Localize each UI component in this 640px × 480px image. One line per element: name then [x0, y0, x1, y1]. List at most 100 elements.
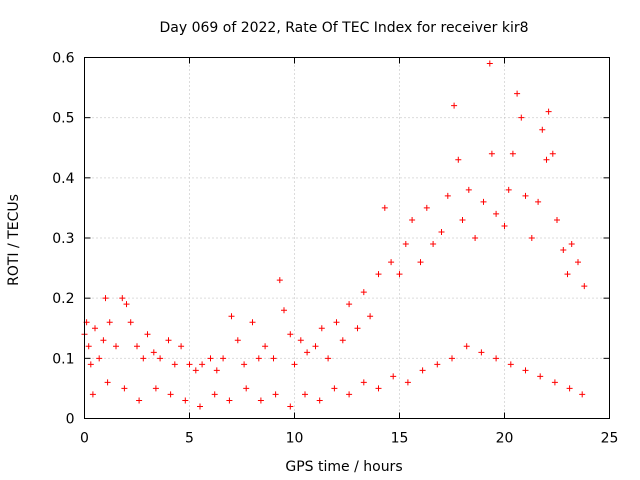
data-point	[346, 301, 353, 308]
data-point	[270, 355, 277, 362]
y-tick-label: 0.6	[52, 51, 74, 67]
data-point	[123, 301, 130, 308]
data-point	[518, 114, 525, 121]
data-point	[423, 204, 430, 211]
data-point	[537, 373, 544, 380]
data-point	[333, 319, 340, 326]
data-point	[182, 397, 189, 404]
data-point	[430, 241, 437, 248]
data-point	[291, 361, 298, 368]
data-point	[451, 102, 458, 109]
data-point	[287, 331, 294, 338]
data-point	[564, 271, 571, 278]
y-tick-label: 0	[66, 412, 75, 428]
data-point	[331, 385, 338, 392]
data-point	[434, 361, 441, 368]
data-point	[480, 198, 487, 205]
data-point	[186, 361, 193, 368]
x-tick-label: 0	[80, 431, 89, 447]
x-axis-label: GPS time / hours	[285, 459, 402, 475]
data-point	[140, 355, 147, 362]
data-point	[281, 307, 287, 314]
data-point	[581, 283, 588, 290]
data-point	[297, 337, 304, 344]
data-point	[276, 277, 283, 284]
data-point	[438, 228, 445, 235]
data-point	[417, 259, 424, 266]
data-point	[354, 325, 361, 332]
data-point	[409, 216, 416, 223]
data-point	[545, 108, 552, 115]
data-point	[243, 385, 250, 392]
data-point	[367, 313, 374, 320]
data-point	[339, 337, 346, 344]
data-point	[535, 198, 542, 205]
x-tick-label: 20	[496, 431, 514, 447]
data-point	[255, 355, 262, 362]
y-tick-label: 0.1	[52, 351, 74, 367]
data-point	[127, 319, 134, 326]
data-point	[375, 385, 382, 392]
axis-ticks: 0 5 10 15 20 25 0 0.1 0.2 0.3 0.4 0.5 0.6	[52, 51, 618, 447]
data-point	[449, 355, 455, 362]
data-point	[316, 397, 323, 404]
data-point	[234, 337, 241, 344]
data-point	[575, 259, 581, 266]
y-tick-label: 0.2	[52, 291, 74, 307]
data-point	[566, 385, 573, 392]
data-point	[514, 90, 521, 97]
y-tick-label: 0.5	[52, 111, 74, 127]
data-point	[539, 126, 546, 133]
data-point	[87, 361, 94, 368]
data-point	[136, 397, 143, 404]
data-point	[551, 379, 558, 386]
data-point	[197, 403, 203, 410]
data-point	[463, 343, 470, 350]
data-point	[89, 391, 96, 398]
data-point	[302, 391, 308, 398]
data-point	[488, 150, 495, 157]
data-point	[381, 204, 388, 211]
grid	[84, 57, 610, 419]
chart-title: Day 069 of 2022, Rate Of TEC Index for r…	[159, 20, 528, 36]
data-point	[501, 222, 508, 229]
data-point	[249, 319, 256, 326]
y-tick-label: 0.3	[52, 231, 74, 247]
data-point	[241, 361, 248, 368]
data-point	[102, 295, 109, 302]
data-point	[388, 259, 395, 266]
data-point	[150, 349, 157, 356]
data-point	[444, 192, 451, 199]
data-point	[85, 343, 92, 350]
data-point	[220, 355, 227, 362]
data-point	[213, 367, 220, 374]
data-point	[579, 391, 586, 398]
data-point	[346, 391, 353, 398]
data-point	[522, 192, 529, 199]
data-point	[375, 271, 382, 278]
data-point	[568, 241, 575, 248]
data-point	[543, 156, 550, 163]
data-point	[528, 235, 535, 241]
data-point	[152, 385, 159, 392]
data-point	[104, 379, 111, 386]
data-point	[113, 343, 119, 350]
data-point	[360, 289, 367, 296]
y-axis-label: ROTI / TECUs	[6, 194, 22, 286]
data-point	[134, 343, 140, 350]
data-point	[505, 186, 512, 193]
data-point	[211, 391, 218, 398]
x-tick-label: 25	[601, 431, 619, 447]
data-point	[360, 379, 367, 386]
data-point	[207, 355, 214, 362]
data-point	[272, 391, 279, 398]
data-point	[465, 186, 472, 193]
x-tick-label: 15	[391, 431, 409, 447]
data-point	[262, 343, 269, 350]
data-point	[509, 150, 516, 157]
data-point	[157, 355, 164, 362]
data-point	[396, 271, 403, 278]
data-point	[419, 367, 426, 374]
data-point	[402, 241, 409, 248]
